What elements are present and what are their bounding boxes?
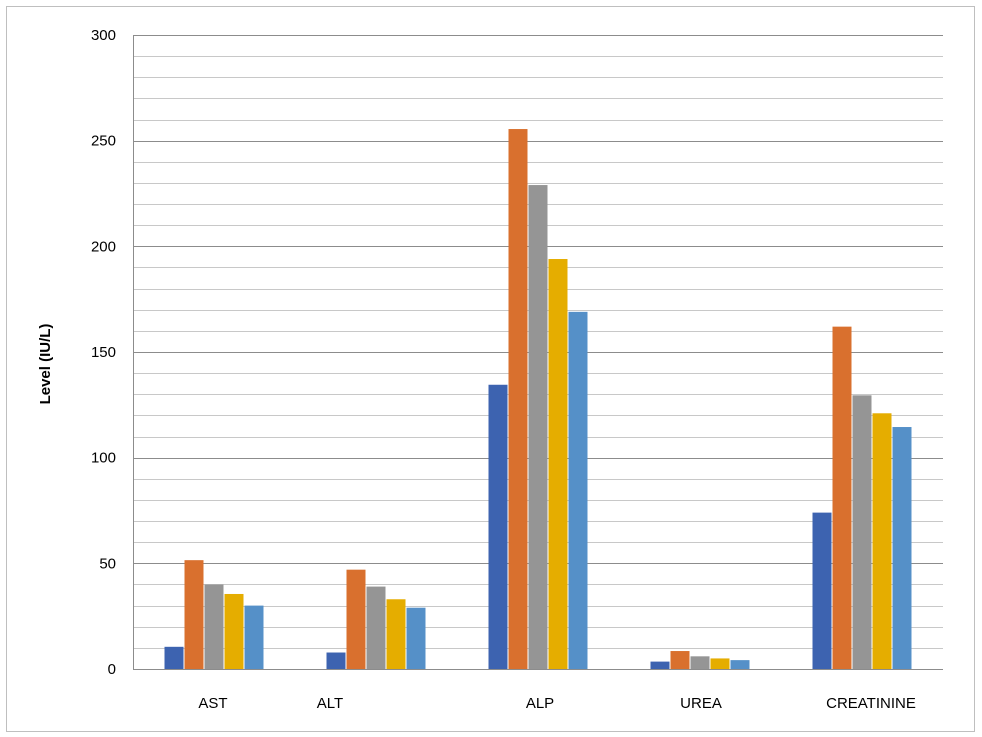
bar (346, 569, 366, 669)
bar (670, 651, 690, 669)
x-tick-label: ALT (317, 695, 343, 712)
x-tick-label: ALP (526, 695, 554, 712)
y-axis-label: Level (IU/L) (37, 324, 54, 405)
y-tick-label: 250 (91, 133, 116, 150)
bar (568, 311, 588, 669)
bar (406, 607, 426, 669)
y-tick-label: 200 (91, 238, 116, 255)
bar (244, 605, 264, 669)
bar (224, 593, 244, 669)
y-axis-ticks: 0 50 100 150 200 250 300 (91, 27, 116, 678)
bar (730, 660, 750, 669)
x-tick-label: AST (198, 695, 227, 712)
bar (326, 652, 346, 669)
y-tick-label: 150 (91, 344, 116, 361)
bar (488, 384, 508, 669)
bar (548, 259, 568, 669)
y-tick-label: 100 (91, 450, 116, 467)
bar (204, 584, 224, 669)
x-tick-label: UREA (680, 695, 722, 712)
y-tick-label: 0 (108, 661, 116, 678)
bar (832, 326, 852, 669)
bar (892, 427, 912, 669)
bar (528, 185, 548, 669)
bar (650, 661, 670, 669)
bar (366, 586, 386, 669)
x-tick-label: CREATININE (826, 695, 916, 712)
bar (184, 560, 204, 669)
bar (508, 129, 528, 669)
x-axis-ticks: AST ALT ALP UREA CREATININE (198, 695, 915, 712)
bar (164, 646, 184, 669)
bar (872, 413, 892, 669)
bars (164, 129, 912, 669)
bar (690, 656, 710, 669)
bar (386, 599, 406, 669)
bar (852, 395, 872, 669)
y-tick-label: 50 (99, 555, 116, 572)
bar (812, 512, 832, 669)
bar (710, 658, 730, 669)
y-tick-label: 300 (91, 27, 116, 44)
